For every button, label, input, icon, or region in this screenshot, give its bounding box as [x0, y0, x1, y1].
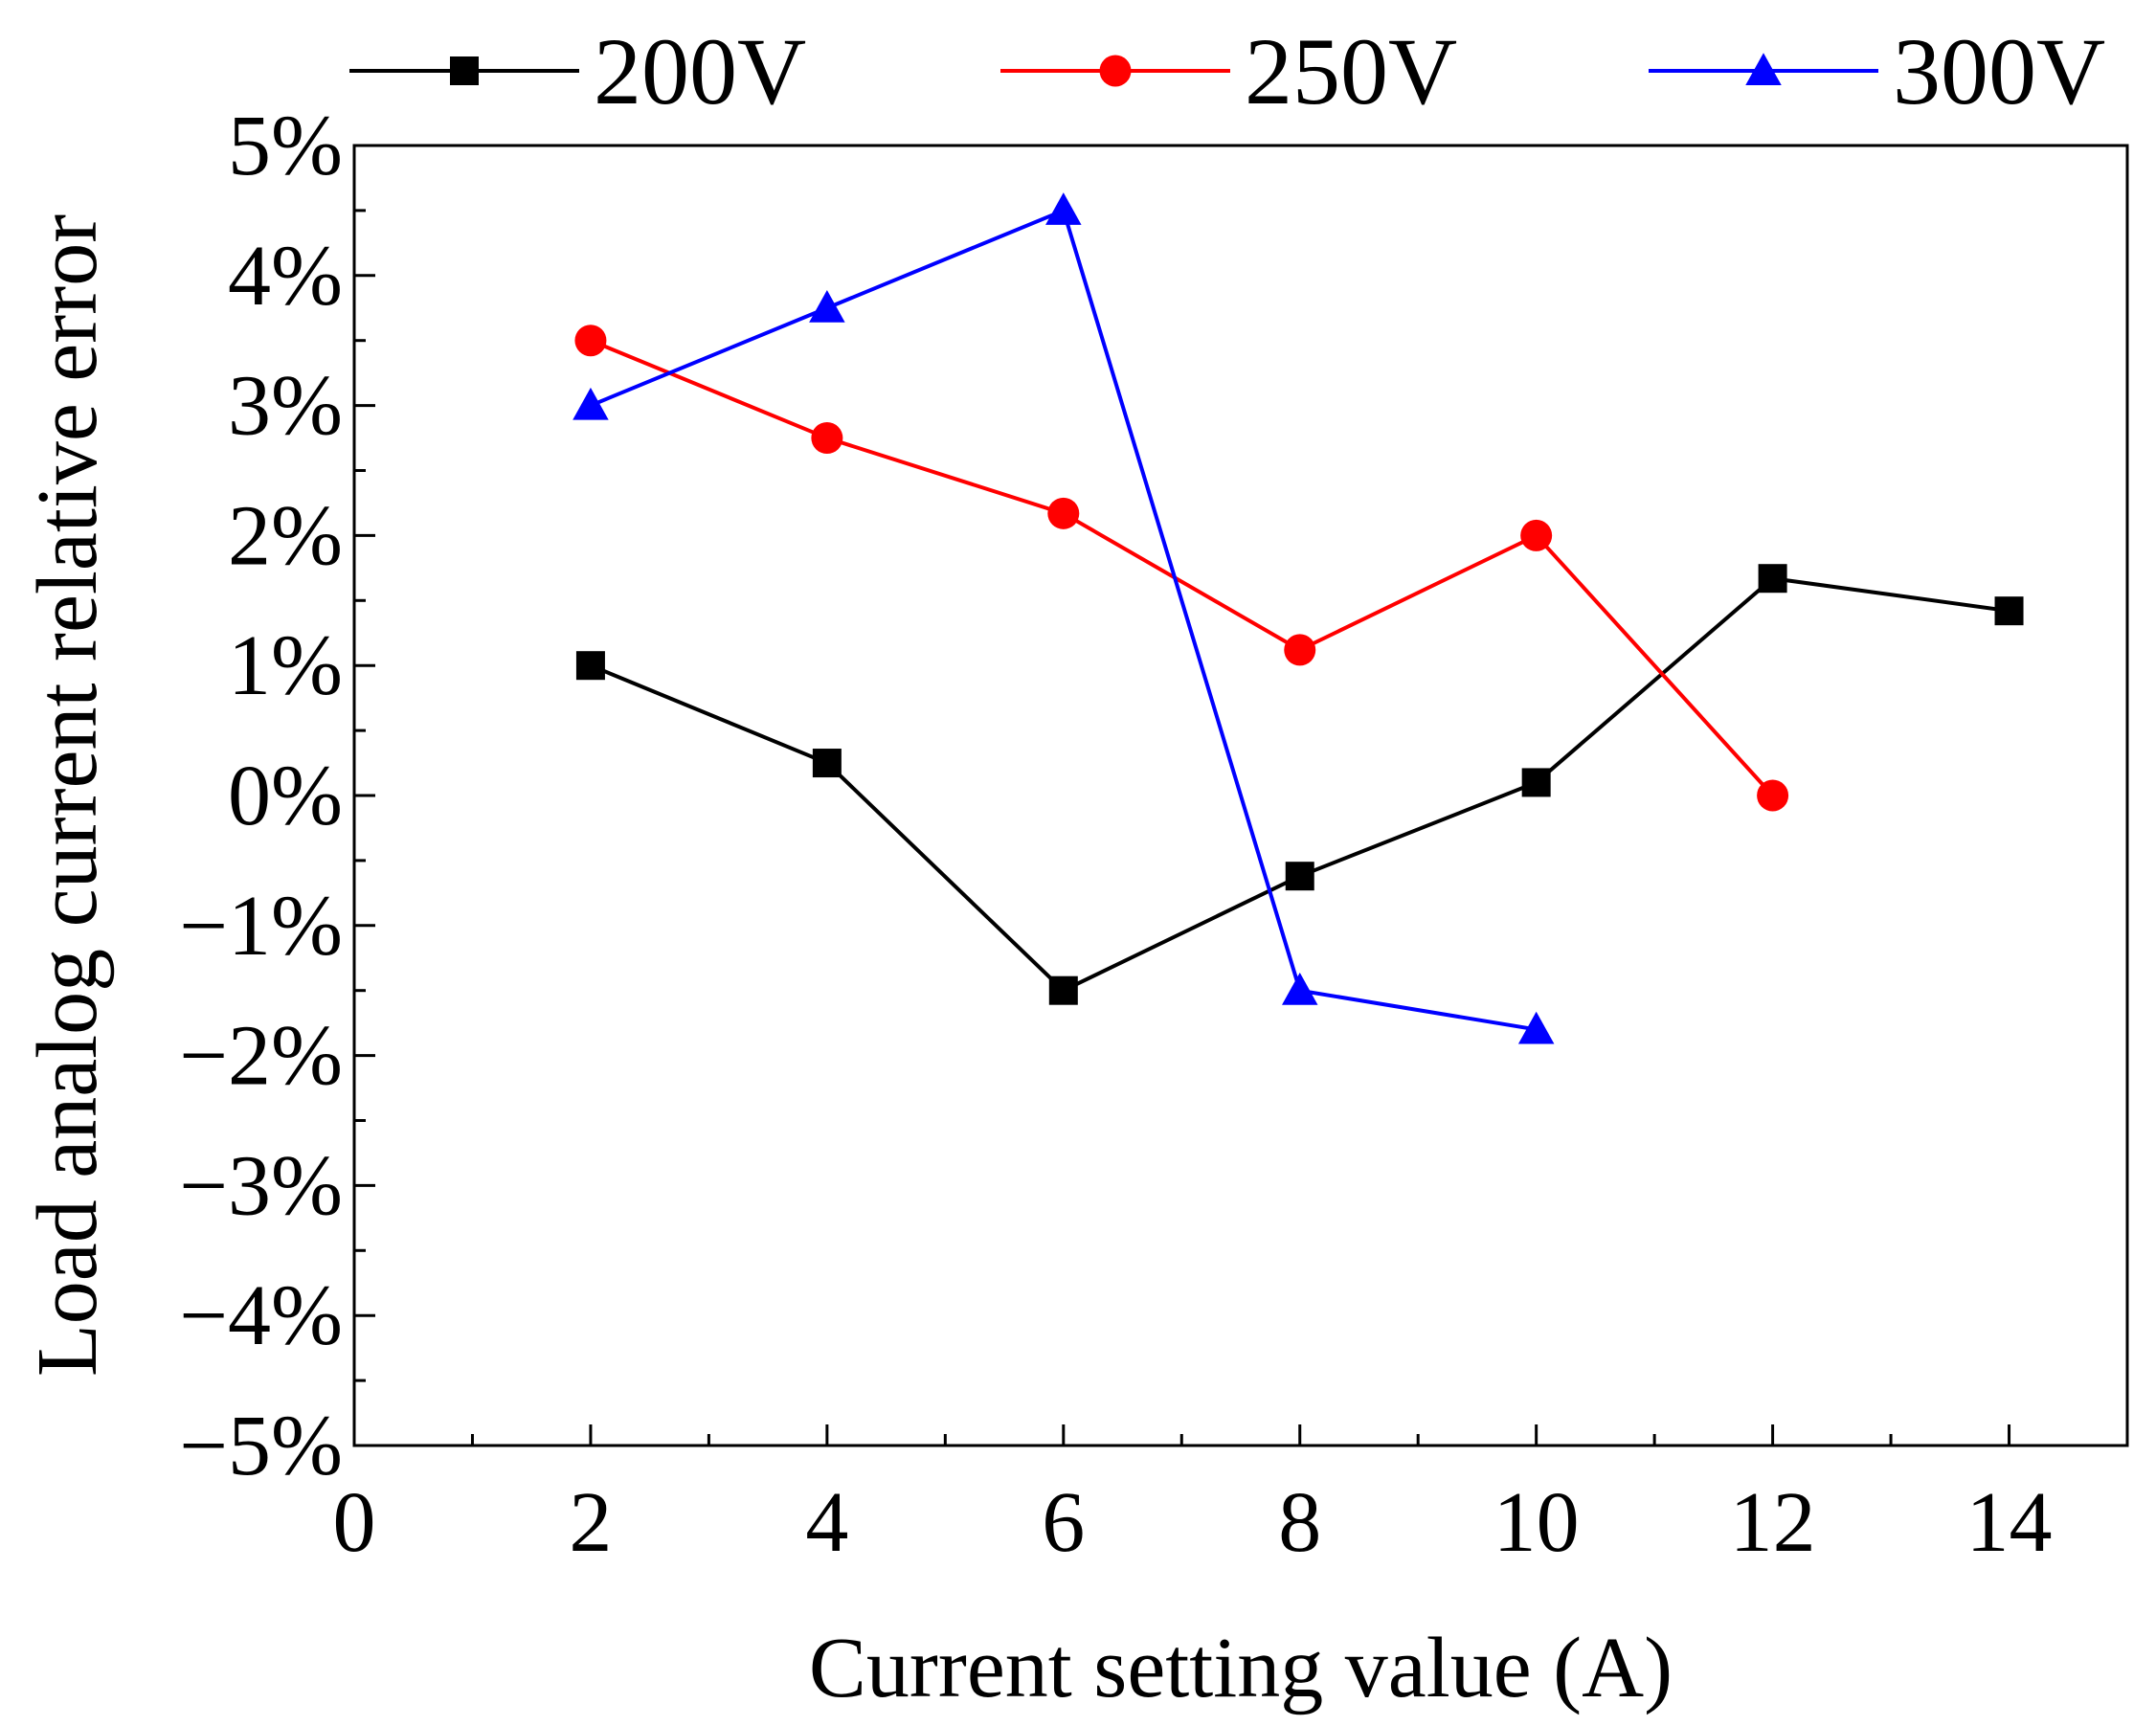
data-point-300V: [573, 387, 609, 420]
legend-marker-square: [450, 56, 479, 85]
data-point-300V: [1045, 192, 1082, 225]
data-point-300V: [1281, 972, 1318, 1005]
data-point-250V: [1284, 634, 1316, 666]
y-tick-label: −3%: [179, 1138, 343, 1233]
y-tick-label: 1%: [228, 618, 343, 713]
data-point-250V: [811, 422, 843, 455]
data-point-250V: [1520, 519, 1553, 551]
data-point-200V: [1758, 564, 1787, 594]
y-tick-label: 2%: [228, 488, 343, 583]
series-layer: [573, 192, 2024, 1044]
data-point-300V: [1517, 1011, 1555, 1044]
series-250V: [574, 325, 1789, 812]
legend-label: 250V: [1245, 18, 1457, 124]
x-tick-label: 2: [569, 1475, 612, 1570]
data-point-200V: [812, 749, 842, 778]
y-tick-label: 5%: [228, 99, 343, 193]
x-tick-label: 4: [805, 1475, 848, 1570]
plot-frame: [352, 144, 2129, 1447]
data-point-250V: [1757, 779, 1789, 812]
legend-item-250V: 250V: [1000, 18, 1457, 124]
x-axis-title: Current setting value (A): [809, 1621, 1673, 1715]
x-tick-label: 8: [1278, 1475, 1321, 1570]
legend-item-300V: 300V: [1649, 18, 2105, 124]
y-tick-label: −2%: [179, 1009, 343, 1104]
y-tick-label: 3%: [228, 359, 343, 454]
data-point-300V: [809, 290, 845, 323]
series-300V: [573, 192, 1555, 1044]
tick-labels: 0 2 4 6 8 10 12 14 −5% −4% −3% −2% −1% 0% 1% 2% 3% 4% 5%: [179, 99, 2052, 1570]
legend-label: 300V: [1893, 18, 2105, 124]
y-tick-label: −4%: [179, 1268, 343, 1363]
data-point-250V: [1047, 497, 1080, 529]
legend-label: 200V: [594, 18, 806, 124]
series-line-250V: [590, 338, 1775, 797]
data-point-200V: [1048, 975, 1078, 1005]
legend: 200V 250V 300V: [349, 18, 2105, 124]
x-tick-label: 0: [333, 1475, 376, 1570]
x-tick-label: 12: [1730, 1475, 1816, 1570]
legend-marker-circle: [1099, 55, 1132, 87]
data-point-250V: [574, 325, 607, 357]
y-tick-label: −1%: [179, 879, 343, 974]
x-tick-label: 10: [1493, 1475, 1580, 1570]
y-tick-label: −5%: [179, 1399, 343, 1493]
series-200V: [575, 564, 2024, 1005]
data-point-200V: [1285, 862, 1314, 891]
data-point-200V: [575, 651, 605, 681]
legend-marker-triangle: [1745, 53, 1782, 85]
y-axis-title: Load analog current relative error: [20, 214, 115, 1377]
y-tick-label: 0%: [228, 749, 343, 843]
data-point-200V: [1994, 596, 2024, 626]
series-line-300V: [590, 208, 1537, 1032]
axis-ticks: [352, 144, 2129, 1447]
legend-item-200V: 200V: [349, 18, 806, 124]
x-tick-label: 14: [1966, 1475, 2053, 1570]
data-point-200V: [1521, 768, 1551, 797]
x-tick-label: 6: [1042, 1475, 1085, 1570]
y-tick-label: 4%: [228, 229, 343, 324]
